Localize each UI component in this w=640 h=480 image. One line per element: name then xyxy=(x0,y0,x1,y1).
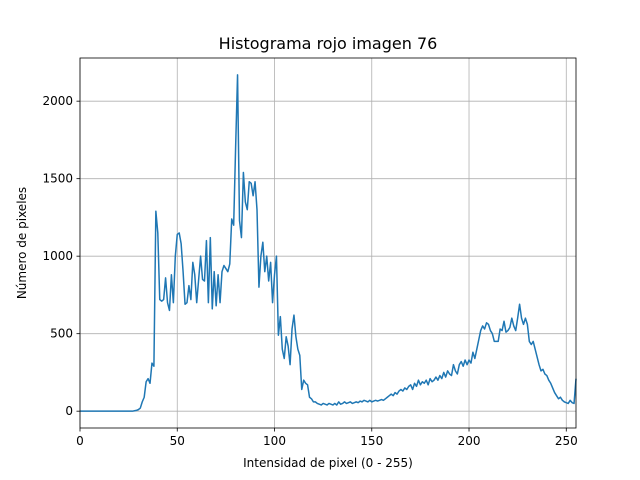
x-tick-label: 50 xyxy=(170,434,185,448)
line-series xyxy=(80,74,577,412)
y-tick-label: 1500 xyxy=(42,172,73,186)
x-tick-label: 250 xyxy=(555,434,578,448)
y-tick-label: 2000 xyxy=(42,94,73,108)
x-axis-label: Intensidad de pixel (0 - 255) xyxy=(243,456,413,470)
y-tick-label: 1000 xyxy=(42,249,73,263)
x-tick-label: 150 xyxy=(360,434,383,448)
y-tick-label: 0 xyxy=(65,404,73,418)
y-axis-label: Número de pixeles xyxy=(15,187,29,299)
x-tick-label: 100 xyxy=(263,434,286,448)
chart-title: Histograma rojo imagen 76 xyxy=(219,34,438,53)
x-tick-label: 0 xyxy=(76,434,84,448)
x-tick-label: 200 xyxy=(458,434,481,448)
plot-frame xyxy=(79,57,577,429)
y-tick-label: 500 xyxy=(50,327,73,341)
